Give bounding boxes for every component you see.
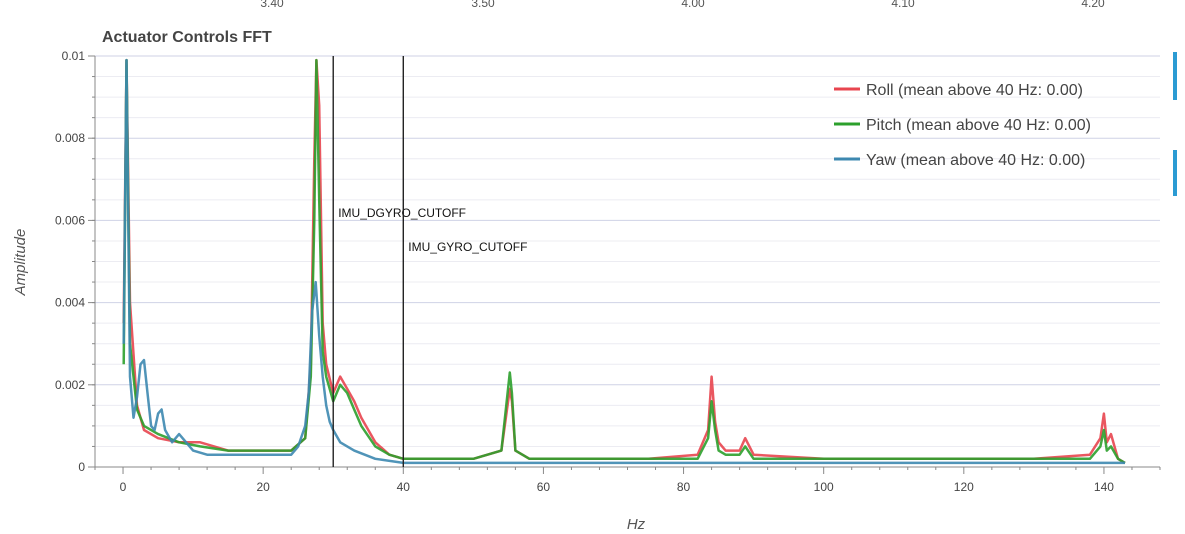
top-strip: 3.40 3.50 4.00 4.10 4.20: [260, 0, 1105, 10]
series-line-pitch: [122, 58, 1126, 464]
legend-entry[interactable]: Pitch (mean above 40 Hz: 0.00): [866, 117, 1091, 134]
top-strip-label: 3.50: [471, 0, 495, 10]
x-tick-label: 100: [814, 480, 834, 494]
legend-entry[interactable]: Roll (mean above 40 Hz: 0.00): [866, 82, 1083, 99]
x-tick-label: 140: [1094, 480, 1114, 494]
grid: [95, 55, 1160, 447]
y-tick-label: 0.01: [62, 49, 86, 63]
x-tick-label: 40: [397, 480, 411, 494]
series-group: [122, 58, 1126, 465]
zoom-handle-top[interactable]: [1173, 52, 1177, 100]
y-tick-label: 0.004: [55, 296, 85, 310]
x-tick-label: 20: [256, 480, 270, 494]
cutoff-label: IMU_DGYRO_CUTOFF: [338, 206, 466, 220]
legend: Roll (mean above 40 Hz: 0.00) Pitch (mean…: [834, 82, 1091, 169]
x-tick-label: 0: [120, 480, 127, 494]
x-tick-label: 120: [954, 480, 974, 494]
top-strip-label: 4.20: [1081, 0, 1105, 10]
y-tick-label: 0: [78, 460, 85, 474]
chart-title: Actuator Controls FFT: [102, 29, 272, 46]
y-axis-label: Amplitude: [12, 229, 29, 297]
axes: 0 0.002 0.004 0.006 0.008 0.01 0 20 40 60 80 100 120…: [55, 49, 1161, 494]
top-strip-label: 3.40: [260, 0, 284, 10]
x-tick-label: 60: [537, 480, 551, 494]
top-strip-label: 4.00: [681, 0, 705, 10]
series-line-yaw: [122, 58, 1125, 465]
x-axis-label: Hz: [627, 516, 646, 533]
x-tick-label: 80: [677, 480, 691, 494]
y-tick-label: 0.008: [55, 131, 85, 145]
cutoff-label: IMU_GYRO_CUTOFF: [408, 240, 527, 254]
y-tick-label: 0.002: [55, 378, 85, 392]
legend-entry[interactable]: Yaw (mean above 40 Hz: 0.00): [866, 152, 1085, 169]
top-strip-label: 4.10: [891, 0, 915, 10]
cutoff-markers: IMU_DGYRO_CUTOFF IMU_GYRO_CUTOFF: [332, 56, 527, 467]
zoom-handle-bottom[interactable]: [1173, 150, 1177, 196]
y-tick-label: 0.006: [55, 213, 85, 227]
